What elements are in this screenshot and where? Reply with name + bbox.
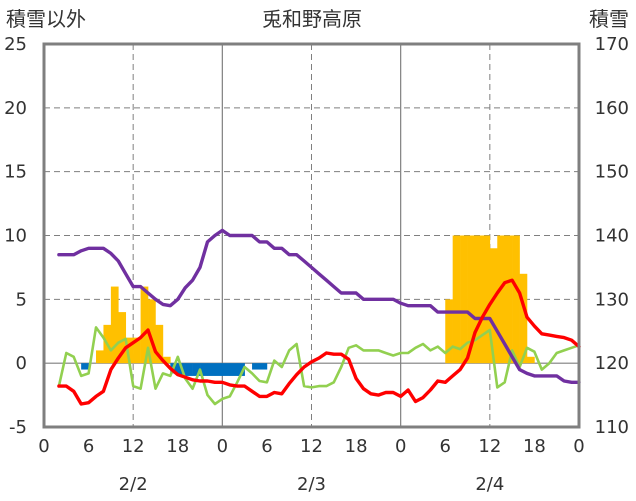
left-tick-label: 0: [16, 353, 27, 374]
precipitation-bar: [162, 356, 171, 364]
x-hour-label: 0: [38, 436, 49, 457]
right-tick-label: 170: [595, 34, 629, 55]
precipitation-bar: [140, 286, 149, 364]
precipitation-bar: [526, 356, 535, 364]
precipitation-bar: [474, 235, 483, 364]
snowfall_change-bar: [200, 363, 208, 376]
precipitation-bar: [512, 235, 520, 364]
left-tick-label: 10: [4, 226, 27, 247]
plot-frame: [42, 42, 581, 429]
right-tick-label: 140: [595, 226, 629, 247]
x-hour-label: 0: [395, 436, 406, 457]
line-layer: [57, 228, 581, 406]
label-layer: 兎和野高原 積雪以外 積雪 25 20 15 10 5 0 -5 170 160 150 140 13…: [4, 7, 629, 495]
precipitation-bar: [482, 235, 491, 364]
snowfall_change-bar: [81, 363, 89, 370]
temperature-line: [57, 278, 581, 406]
precipitation-bar: [148, 299, 156, 364]
right-tick-label: 130: [595, 289, 629, 310]
right-tick-label: 110: [595, 417, 629, 438]
x-hour-label: 18: [166, 436, 189, 457]
precipitation-bar: [460, 235, 468, 364]
x-hour-label: 0: [573, 436, 584, 457]
precipitation-bar: [467, 235, 476, 364]
precipitation-bar: [519, 273, 528, 364]
left-tick-label: 15: [4, 162, 27, 183]
precipitation-bar: [452, 235, 461, 364]
x-hour-label: 12: [122, 436, 145, 457]
snowfall_change-bar: [237, 363, 245, 376]
x-date-label: 2/4: [475, 474, 504, 495]
left-tick-label: 25: [4, 34, 27, 55]
snowfall_change-bar: [207, 363, 216, 376]
chart-title: 兎和野高原: [262, 7, 362, 31]
x-hour-label: 6: [261, 436, 272, 457]
x-hour-label: 18: [345, 436, 368, 457]
x-hour-label: 0: [217, 436, 228, 457]
snowfall_change-bar: [214, 363, 223, 376]
precipitation-bar: [118, 312, 127, 364]
other-line: [57, 326, 581, 406]
snowfall_change-bar: [252, 363, 260, 370]
left-axis-title: 積雪以外: [6, 7, 86, 31]
x-hour-label: 6: [83, 436, 94, 457]
x-hour-label: 12: [478, 436, 501, 457]
snowfall_change-bar: [222, 363, 231, 376]
snowfall_change-bar: [192, 363, 201, 376]
precipitation-bar: [125, 337, 134, 364]
x-date-label: 2/2: [119, 474, 148, 495]
precipitation-bar: [497, 235, 505, 364]
right-tick-label: 150: [595, 162, 629, 183]
x-hour-label: 6: [440, 436, 451, 457]
precipitation-bar: [504, 235, 513, 364]
left-tick-label: -5: [9, 417, 27, 438]
x-date-label: 2/3: [297, 474, 326, 495]
snowfall_change-bar: [185, 363, 193, 376]
precipitation-bar: [489, 248, 498, 364]
bar-layer: [81, 235, 535, 376]
snow_depth-line: [57, 228, 581, 384]
snowfall_change-bar: [259, 363, 268, 370]
precipitation-bar: [133, 337, 141, 364]
precipitation-bar: [445, 299, 453, 364]
left-tick-label: 20: [4, 98, 27, 119]
right-tick-label: 160: [595, 98, 629, 119]
snowfall_change-bar: [229, 363, 238, 376]
right-axis-title: 積雪: [589, 7, 629, 31]
x-hour-label: 12: [300, 436, 323, 457]
precipitation-bar: [155, 324, 164, 364]
left-tick-label: 5: [16, 289, 27, 310]
right-tick-label: 120: [595, 353, 629, 374]
precipitation-bar: [96, 350, 104, 364]
x-hour-label: 18: [523, 436, 546, 457]
precipitation-bar: [110, 286, 119, 364]
